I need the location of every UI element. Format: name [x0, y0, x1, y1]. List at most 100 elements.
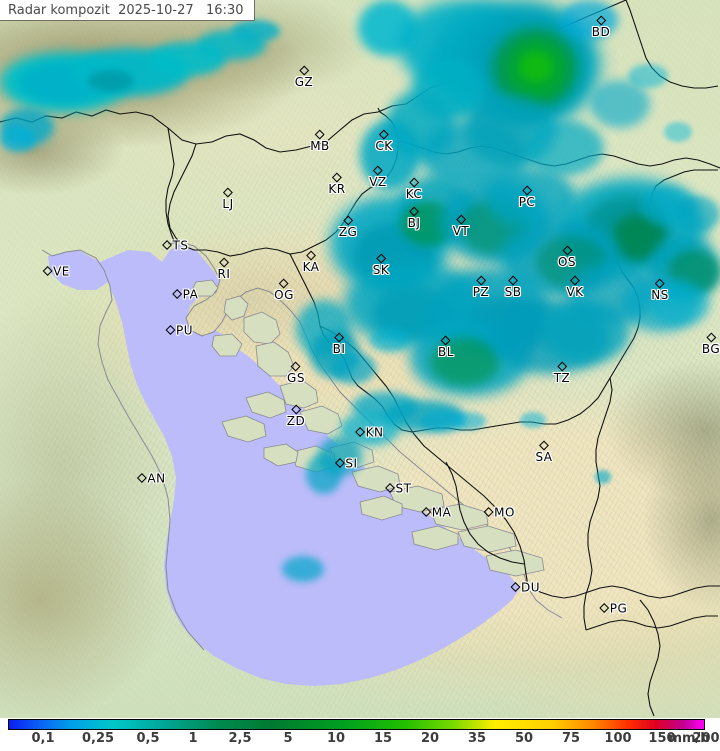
- city-code: OG: [274, 288, 294, 302]
- city-marker-icon: [510, 582, 521, 592]
- scale-tick-label: 0,25: [81, 731, 115, 746]
- city-label-bi[interactable]: BI: [333, 332, 346, 356]
- city-marker-icon: [373, 165, 383, 176]
- city-label-zd[interactable]: ZD: [286, 404, 306, 428]
- city-marker-icon: [299, 65, 309, 76]
- city-label-sb[interactable]: SB: [504, 275, 522, 299]
- city-label-an[interactable]: AN: [136, 468, 165, 487]
- city-label-ka[interactable]: KA: [302, 250, 320, 274]
- city-label-vz[interactable]: VZ: [369, 165, 386, 189]
- city-marker-icon: [343, 215, 353, 226]
- city-label-pg[interactable]: PG: [599, 598, 628, 617]
- city-label-sa[interactable]: SA: [535, 440, 552, 464]
- scale-tick-label: 15: [373, 731, 393, 746]
- radar-echo: [306, 454, 342, 494]
- city-marker-icon: [599, 603, 610, 613]
- scale-tick-label: 0,1: [31, 731, 55, 746]
- city-marker-icon: [557, 361, 567, 372]
- city-marker-icon: [223, 187, 233, 198]
- city-label-bj[interactable]: BJ: [408, 206, 421, 230]
- city-label-si[interactable]: SI: [334, 453, 357, 472]
- radar-echo: [590, 80, 650, 128]
- city-label-kr[interactable]: KR: [328, 172, 346, 196]
- city-code: SB: [504, 285, 522, 299]
- city-code: TZ: [553, 371, 571, 385]
- city-marker-icon: [172, 289, 183, 299]
- city-code: ZD: [286, 414, 306, 428]
- city-code: MB: [310, 139, 330, 153]
- city-code: DU: [520, 580, 541, 594]
- city-label-kc[interactable]: KC: [405, 177, 423, 201]
- city-marker-icon: [522, 185, 532, 196]
- city-code: BG: [701, 342, 720, 356]
- city-label-ma[interactable]: MA: [421, 502, 452, 521]
- city-label-layer: BD GZ MB CK LJ KR VZ KC PC ZG BJ VT TS KA SK OS RI VE OG PA…: [42, 15, 720, 617]
- city-code: PG: [609, 601, 628, 615]
- scale-tick-label: 50: [514, 731, 534, 746]
- scale-tick-label: 200: [692, 731, 720, 746]
- city-label-pz[interactable]: PZ: [473, 275, 489, 299]
- city-code: KA: [302, 260, 320, 274]
- city-label-bl[interactable]: BL: [438, 335, 454, 359]
- scale-tick-label: 10: [326, 731, 346, 746]
- precipitation-color-scale: 0,10,250,512,55101520355075100150200250m…: [0, 718, 720, 751]
- city-label-bd[interactable]: BD: [592, 15, 610, 39]
- city-code: GZ: [294, 75, 314, 89]
- city-label-ck[interactable]: CK: [375, 129, 393, 153]
- city-code: PA: [182, 287, 199, 301]
- city-marker-icon: [219, 257, 229, 268]
- city-code: KR: [328, 182, 346, 196]
- city-marker-icon: [456, 214, 466, 225]
- city-label-ns[interactable]: NS: [651, 278, 669, 302]
- city-marker-icon: [421, 507, 432, 517]
- city-code: NS: [651, 288, 669, 302]
- city-marker-icon: [334, 458, 345, 468]
- city-label-mb[interactable]: MB: [310, 129, 330, 153]
- city-label-ts[interactable]: TS: [162, 235, 189, 254]
- city-code: GS: [287, 371, 305, 385]
- city-label-gs[interactable]: GS: [287, 361, 305, 385]
- city-label-st[interactable]: ST: [385, 478, 412, 497]
- radar-echo: [0, 126, 36, 152]
- city-label-pa[interactable]: PA: [172, 284, 199, 303]
- city-marker-icon: [355, 427, 366, 437]
- city-label-mo[interactable]: MO: [483, 502, 515, 521]
- city-code: ST: [395, 481, 412, 495]
- city-marker-icon: [332, 172, 342, 183]
- city-marker-icon: [379, 129, 389, 140]
- city-marker-icon: [42, 266, 53, 276]
- city-code: VE: [53, 264, 70, 278]
- city-label-ve[interactable]: VE: [42, 261, 70, 280]
- city-code: CK: [375, 139, 393, 153]
- city-label-sk[interactable]: SK: [373, 253, 390, 277]
- city-label-tz[interactable]: TZ: [553, 361, 571, 385]
- scale-tick-label: 2,5: [228, 731, 252, 746]
- city-label-zg[interactable]: ZG: [339, 215, 358, 239]
- radar-map[interactable]: BD GZ MB CK LJ KR VZ KC PC ZG BJ VT TS KA SK OS RI VE OG PA…: [0, 0, 720, 718]
- city-label-pc[interactable]: PC: [519, 185, 536, 209]
- city-marker-icon: [441, 335, 451, 346]
- city-marker-icon: [385, 483, 395, 493]
- scale-unit-label: mm/h: [668, 731, 710, 746]
- city-label-og[interactable]: OG: [274, 278, 294, 302]
- city-label-pu[interactable]: PU: [165, 320, 194, 339]
- radar-echo: [88, 70, 134, 92]
- city-marker-icon: [291, 361, 301, 372]
- city-marker-icon: [279, 278, 289, 289]
- scale-tick-label: 5: [283, 731, 293, 746]
- city-code: PU: [175, 323, 194, 337]
- city-label-kn[interactable]: KN: [355, 422, 384, 441]
- city-label-vk[interactable]: VK: [566, 275, 583, 299]
- city-label-lj[interactable]: LJ: [222, 187, 233, 211]
- city-label-vt[interactable]: VT: [453, 214, 470, 238]
- radar-echo: [664, 122, 692, 142]
- city-label-ri[interactable]: RI: [218, 257, 231, 281]
- city-code: KC: [405, 187, 423, 201]
- city-marker-icon: [291, 404, 301, 415]
- radar-echo: [330, 352, 376, 384]
- city-label-du[interactable]: DU: [510, 577, 541, 596]
- city-label-os[interactable]: OS: [558, 245, 576, 269]
- city-label-bg[interactable]: BG: [701, 332, 720, 356]
- city-label-gz[interactable]: GZ: [294, 65, 314, 89]
